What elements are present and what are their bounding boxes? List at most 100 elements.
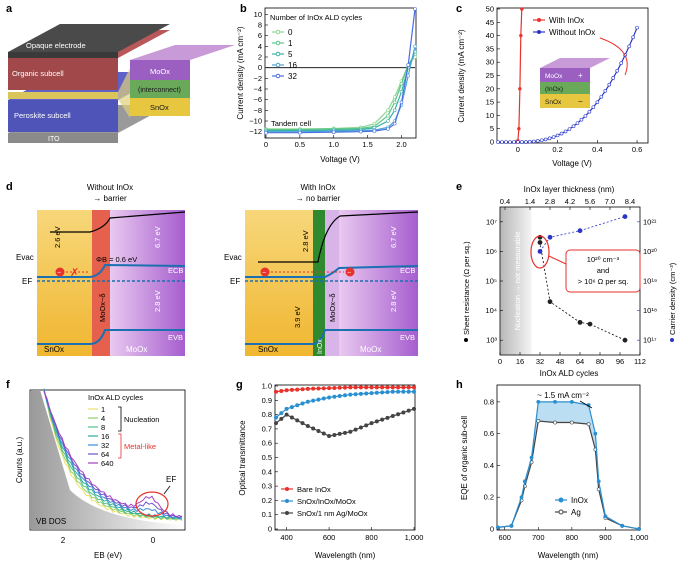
callout-pointer [548, 255, 567, 265]
snox-label: SnOx [150, 103, 169, 112]
legend-marker-b [275, 51, 281, 57]
nucleation-shade [500, 207, 532, 355]
cycle-5-line [266, 51, 416, 132]
inset-moox-top [540, 58, 610, 68]
transmittance-0-point [321, 386, 326, 391]
ef-pointer [163, 485, 171, 495]
panel-letter-a: a [6, 3, 13, 15]
with-inox-line [515, 8, 523, 143]
cycle-32-point [331, 130, 336, 134]
top-tick-label-e: 2.8 [545, 197, 555, 206]
left-tick-label-e: 10⁵ [486, 277, 497, 286]
cycle-1-line [266, 53, 416, 131]
right-evb: EVB [400, 333, 415, 342]
transmittance-2-point [295, 418, 300, 423]
zoom-wedge [118, 68, 130, 118]
x-tick-label-g: 600 [323, 533, 336, 542]
legend-marker-b [275, 73, 281, 79]
y-tick-label-b: −10 [249, 117, 262, 126]
y-tick-label-h: 0.6 [484, 429, 494, 438]
without-inox-point [627, 44, 631, 49]
right-tick-label-e: 10²¹ [643, 217, 657, 226]
eqe-inox-point [620, 523, 625, 528]
vb-dos-fill [31, 390, 184, 529]
carrier-density-point [547, 234, 553, 240]
inset-moox [540, 68, 590, 82]
without-inox-point [551, 135, 556, 139]
eqe-ag-point [569, 420, 574, 425]
transmittance-1-point [321, 396, 326, 401]
right-energy-67: 6.7 eV [389, 226, 398, 248]
legend-marker-h [558, 509, 564, 515]
y-tick-label-c: 25 [486, 71, 494, 80]
eqe-inox-point [529, 455, 534, 460]
right-energy-28b: 2.8 eV [389, 290, 398, 312]
legend-marker-without [537, 30, 541, 34]
f-xtick-0: 0 [151, 536, 156, 545]
y-tick-label-c: 45 [486, 18, 494, 27]
x-tick-label-b: 2.0 [396, 140, 406, 149]
xlabel-c: Voltage (V) [552, 159, 592, 168]
interconnect-box [130, 80, 190, 98]
ylabel-right-e: Carrier density (cm⁻³) [668, 262, 677, 335]
sheet-resistance-point [587, 321, 593, 327]
without-inox-point [591, 105, 596, 109]
left-moox-delta: MoOx−δ [98, 293, 107, 322]
top-tick-label-e: 8.4 [625, 197, 635, 206]
y-tick-label-b: −8 [253, 106, 262, 115]
nucleation-label: Nucleation → not measurable [513, 232, 522, 331]
callout-box [565, 249, 641, 293]
without-inox-point [615, 69, 620, 73]
left-tick-label-e: 10⁷ [486, 217, 497, 226]
spectrum-64 [43, 390, 183, 519]
perovskite-label: Peroskite subcell [14, 111, 71, 120]
without-inox-point [603, 89, 608, 93]
moox-delta-region-right [325, 210, 339, 356]
eqe-inox-point [596, 479, 601, 484]
right-evac: Evac [224, 253, 242, 262]
without-inox-point [631, 35, 635, 40]
top-ticks-e: 0.4 1.4 2.8 4.2 5.6 7.0 8.4 [500, 197, 635, 210]
without-inox-point [575, 121, 580, 125]
blocked-x: ✗ [70, 267, 79, 279]
left-ecb: ECB [168, 266, 183, 275]
interconnect-thin [8, 92, 118, 99]
cycle-0-point [386, 108, 390, 113]
right-title: With InOx [300, 183, 335, 192]
y-tick-label-c: 5 [490, 124, 494, 133]
y-tick-label-h: 0.8 [484, 397, 494, 406]
left-axis-marker [464, 338, 468, 342]
y-tick-label-b: −2 [253, 74, 262, 83]
cycle-32-point [399, 100, 404, 105]
y-tick-label-h: 0.4 [484, 461, 494, 470]
transmittance-0-point [401, 385, 406, 390]
x-tick-label-c: 0.2 [552, 145, 562, 154]
ef-label: EF [166, 475, 176, 484]
left-tick-label-e: 10³ [486, 336, 497, 345]
panel-d: d Without InOx → barrier − ✗ 2.6 eV ΦB =… [6, 181, 419, 356]
without-inox-point [504, 140, 508, 144]
right-energy-39: 3.9 eV [293, 306, 302, 328]
left-energy-26: 2.6 eV [53, 226, 62, 248]
transmittance-0-point [369, 385, 374, 390]
without-inox-point [579, 117, 584, 122]
x-tick-label-h: 800 [566, 533, 579, 542]
transmittance-1-point [374, 390, 379, 395]
transmittance-0-point [316, 386, 321, 391]
y-tick-label-c: 20 [486, 84, 494, 93]
without-inox-point [595, 100, 600, 104]
xlabel-h: Wavelength (nm) [538, 551, 599, 560]
without-inox-point [635, 25, 639, 30]
moox-delta-region-left [92, 210, 110, 356]
metal-group: Metal-like [124, 442, 156, 451]
legend-title-b: Number of InOx ALD cycles [270, 13, 362, 22]
transmittance-2-point [305, 424, 310, 429]
transmittance-2-point [337, 431, 342, 436]
snox-region-left [37, 210, 92, 356]
top-tick-label-e: 1.4 [525, 197, 535, 206]
ylabel-g: Optical transmittance [238, 420, 247, 496]
legend-entry-g: SnOx/InOx/MoOx [297, 497, 356, 506]
callout-line-2: and [597, 266, 610, 275]
eqe-inox-point [522, 479, 527, 484]
